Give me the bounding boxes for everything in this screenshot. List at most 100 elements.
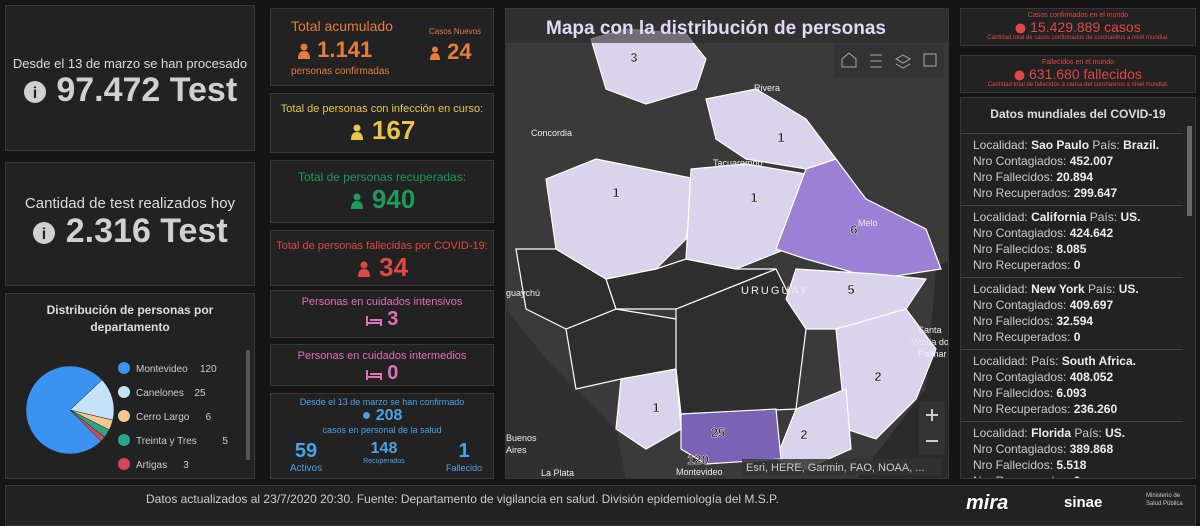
active-panel: Total de personas con infección en curso… (270, 93, 494, 153)
layers-button[interactable] (894, 54, 912, 69)
scrollbar[interactable] (1187, 126, 1192, 216)
value: 59 (294, 440, 318, 462)
place-name: guaychú (506, 288, 540, 298)
title-bg (506, 9, 948, 43)
new-label: Casos Nuevos (429, 27, 482, 36)
department (835, 308, 937, 440)
locality: Sao Paulo (1031, 138, 1090, 152)
tests-total-panel: Desde el 13 de marzo se han procesado i … (5, 5, 255, 151)
place-name: URUGUAY (741, 285, 809, 297)
value: 0 (271, 362, 493, 385)
deaths-panel: Total de personas fallecidas por COVID-1… (270, 230, 494, 286)
toolbar (834, 45, 945, 454)
value: 631.680 fallecidos (961, 66, 1195, 82)
info-icon: i (33, 222, 56, 245)
label: Total acumulado (291, 18, 393, 34)
department-count: 25 (711, 425, 725, 440)
label: Personas en cuidados intensivos (301, 296, 463, 308)
infected: 409.697 (1069, 298, 1114, 312)
map: Mapa con la distribución de personas Esr… (506, 9, 948, 478)
country: US. (1118, 282, 1139, 296)
infected: 452.007 (1069, 154, 1114, 168)
location-line: Localidad: California País: US. (973, 209, 1177, 225)
label: Nro Recuperados: (973, 186, 1071, 200)
department-count: 6 (850, 222, 857, 237)
svg-text:i: i (33, 85, 37, 102)
infected-line: Nro Contagiados: 452.007 (973, 153, 1177, 169)
list-button[interactable] (870, 54, 882, 68)
note: Cantidad total de fallecidos a causa del… (987, 82, 1169, 88)
department-count: 1 (612, 185, 619, 200)
active: 167 (371, 115, 416, 145)
department-count: 120 (687, 452, 709, 467)
location-line: Localidad: New York País: US. (973, 281, 1177, 297)
label: Nro Recuperados: (973, 258, 1071, 272)
label: Fallecido (445, 463, 483, 473)
deaths: 5.518 (1056, 458, 1087, 472)
world-entry: Localidad: Florida País: US. Nro Contagia… (961, 422, 1183, 478)
infected: 408.052 (1069, 370, 1114, 384)
head (360, 261, 368, 269)
home-button[interactable] (841, 52, 857, 68)
label: Localidad: (973, 282, 1028, 296)
infected: 424.642 (1069, 226, 1114, 240)
place-name: La Plata (541, 468, 574, 478)
sublabel: casos en personal de la salud (322, 425, 442, 435)
toolbar-bg (834, 45, 944, 77)
place-name: Palmar (918, 349, 947, 359)
grid-button[interactable] (923, 53, 937, 67)
tests-total: 97.472 Test (56, 71, 238, 109)
world-list-panel: Datos mundiales del COVID-19 Localidad: … (960, 97, 1196, 479)
map-title: Mapa con la distribución de personas (546, 18, 886, 39)
department-count: 3 (630, 50, 637, 65)
intermediate: 0 (387, 362, 399, 384)
recovered: 940 (371, 184, 416, 214)
recovered-line: Nro Recuperados: 0 (973, 257, 1177, 273)
legend-swatch (118, 362, 130, 374)
legend-value: 25 (194, 388, 206, 399)
legend-swatch (118, 410, 130, 422)
locality: California (1031, 210, 1087, 224)
deaths-line: Nro Fallecidos: 6.093 (973, 385, 1177, 401)
locality: Florida (1031, 426, 1072, 440)
value: 34 (271, 252, 493, 283)
body (350, 132, 363, 141)
department-count: 2 (874, 369, 881, 384)
logo-msp: Ministerio de Salud Pública (1146, 493, 1183, 507)
value: 15.429.889 casos (961, 19, 1195, 35)
person-icon (430, 46, 440, 61)
label: Total de personas recuperadas: (297, 170, 467, 184)
place-name: Tacuarembó (713, 158, 763, 168)
department (775, 158, 942, 280)
recovered-line: Nro Recuperados: 236.260 (973, 401, 1177, 417)
bed (365, 369, 382, 380)
label: Nro Recuperados: (973, 330, 1071, 344)
world-cases: 15.429.889 casos (1030, 19, 1141, 35)
legend-value: 120 (200, 364, 217, 375)
department-count: 1 (777, 130, 784, 145)
world-entry: Localidad: País: South Africa. Nro Contag… (961, 350, 1183, 422)
label: Nro Fallecidos: (973, 458, 1054, 472)
person-icon (298, 43, 310, 60)
scrollbar (246, 350, 250, 460)
bed (365, 315, 382, 326)
infected-line: Nro Contagiados: 408.052 (973, 369, 1177, 385)
sublabel: personas confirmadas (291, 66, 390, 77)
label: País: (1092, 138, 1120, 152)
pie-slice (69, 409, 105, 442)
body (357, 269, 370, 278)
pie-slice (25, 365, 103, 455)
country: US. (1120, 210, 1141, 224)
world-entry: Localidad: California País: US. Nro Conta… (961, 206, 1183, 278)
label: Nro Fallecidos: (973, 314, 1054, 328)
info-icon: i (23, 81, 46, 104)
pie-panel: Distribución de personas por departament… (5, 293, 255, 479)
place-name: Concordia (531, 128, 572, 138)
label: Desde el 13 de marzo se han procesado (12, 56, 248, 71)
label: Cantidad de test realizados hoy (24, 195, 236, 212)
place-name: Melo (858, 218, 878, 228)
deaths: 32.594 (1056, 314, 1094, 328)
legend-value: 6 (206, 412, 212, 423)
bed-icon (365, 315, 382, 326)
